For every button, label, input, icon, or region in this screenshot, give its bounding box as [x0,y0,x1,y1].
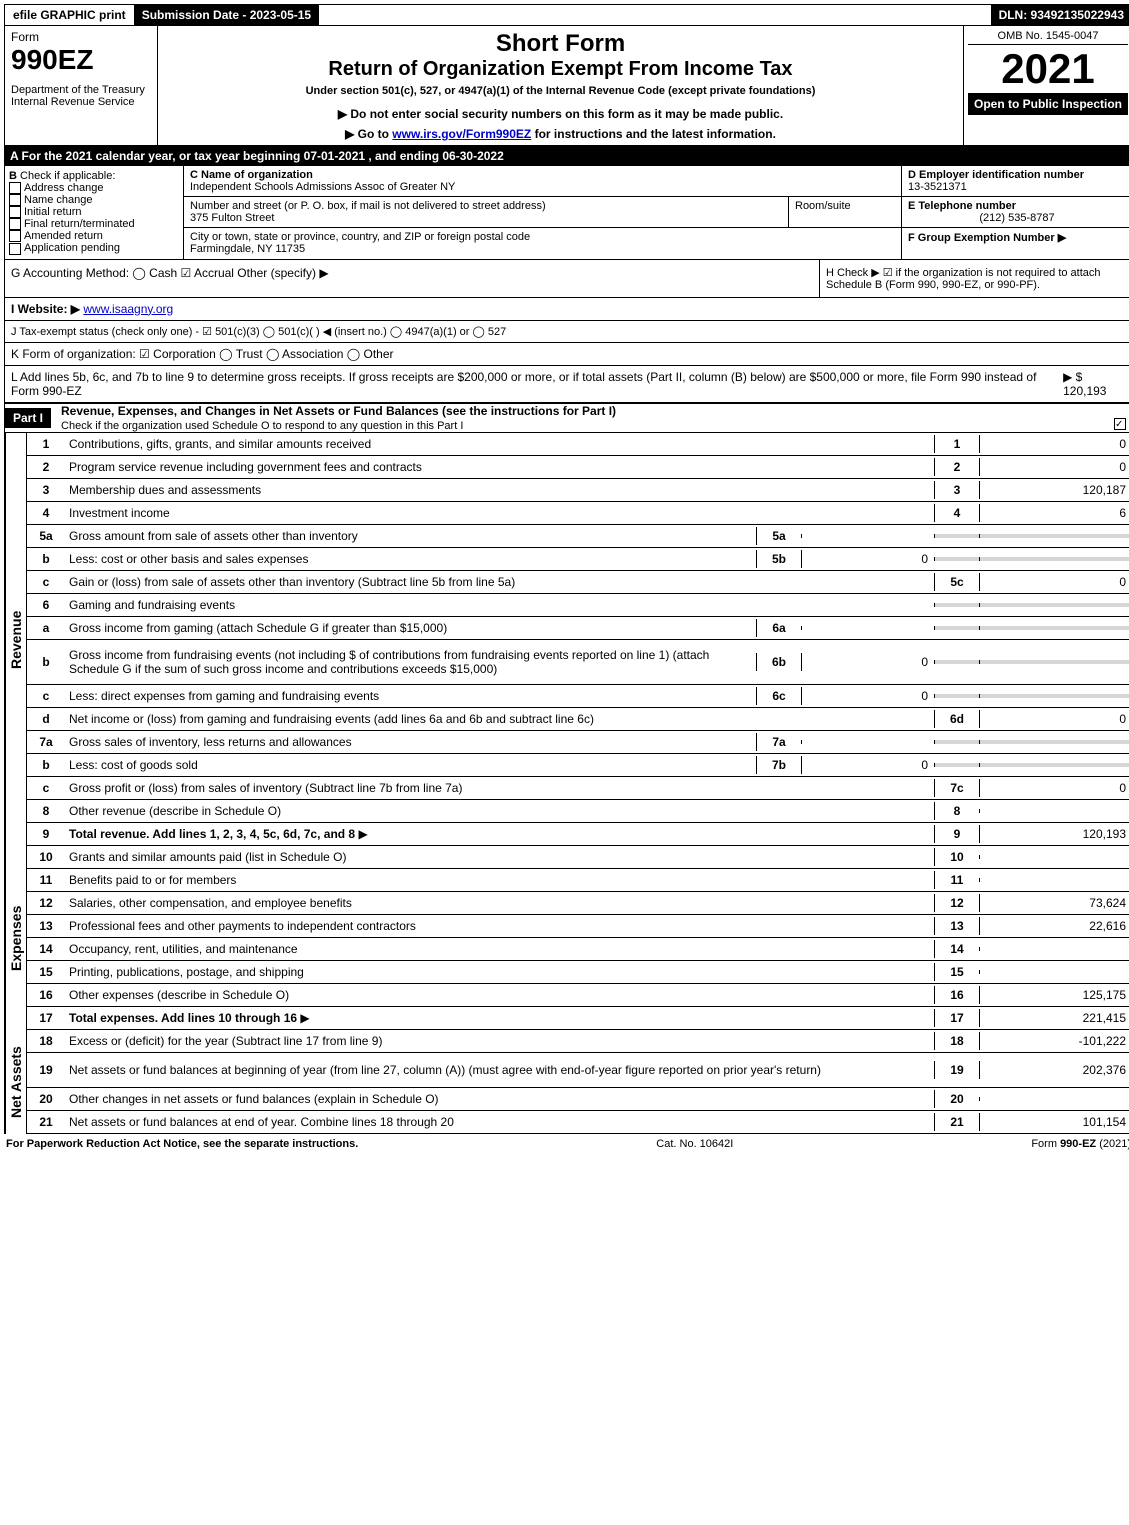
expenses-section: Expenses 10Grants and similar amounts pa… [4,846,1129,1030]
phone: (212) 535-8787 [908,212,1126,224]
room-label: Room/suite [795,200,851,212]
line-a: A For the 2021 calendar year, or tax yea… [4,146,1129,166]
section-b-text: Check if applicable: [20,170,115,182]
chk-schedule-o[interactable] [1114,418,1126,430]
city: Farmingdale, NY 11735 [190,243,305,255]
val-3: 120,187 [979,481,1129,499]
note-1: ▶ Do not enter social security numbers o… [162,107,959,121]
form-number: 990EZ [11,44,151,76]
main-title: Return of Organization Exempt From Incom… [162,58,959,81]
val-15 [979,970,1129,974]
part-1-label: Part I [5,408,51,428]
section-i-label: I Website: ▶ [11,302,80,316]
tax-year: 2021 [968,45,1128,93]
note-2: ▶ Go to www.irs.gov/Form990EZ for instru… [162,127,959,141]
dln: DLN: 93492135022943 [991,5,1129,25]
chk-amended[interactable] [9,230,21,242]
chk-pending[interactable] [9,243,21,255]
section-h: H Check ▶ ☑ if the organization is not r… [819,260,1129,297]
footer-mid: Cat. No. 10642I [656,1138,733,1150]
revenue-vert-label: Revenue [5,433,26,846]
footer-left: For Paperwork Reduction Act Notice, see … [6,1138,358,1150]
street-label: Number and street (or P. O. box, if mail… [190,200,546,212]
val-8 [979,809,1129,813]
val-19: 202,376 [979,1061,1129,1079]
section-l-value: ▶ $ 120,193 [1063,370,1126,398]
section-g: G Accounting Method: ◯ Cash ☑ Accrual Ot… [5,260,819,297]
open-public: Open to Public Inspection [968,93,1128,115]
section-b-label: B [9,170,17,182]
section-f-label: F Group Exemption Number ▶ [908,232,1066,244]
chk-name-change[interactable] [9,194,21,206]
website-link[interactable]: www.isaagny.org [83,302,173,316]
chk-address-change[interactable] [9,182,21,194]
val-4: 6 [979,504,1129,522]
org-info-block: B Check if applicable: Address change Na… [4,166,1129,260]
val-2: 0 [979,458,1129,476]
form-header: Form 990EZ Department of the Treasury In… [4,26,1129,146]
irs-link[interactable]: www.irs.gov/Form990EZ [392,127,531,141]
efile-link[interactable]: efile GRAPHIC print [5,5,134,25]
part-1-title: Revenue, Expenses, and Changes in Net As… [61,404,616,418]
city-label: City or town, state or province, country… [190,231,530,243]
section-j: J Tax-exempt status (check only one) - ☑… [11,325,506,338]
street: 375 Fulton Street [190,212,274,224]
org-name: Independent Schools Admissions Assoc of … [190,181,455,193]
net-assets-section: Net Assets 18Excess or (deficit) for the… [4,1030,1129,1134]
footer-right: Form 990-EZ (2021) [1031,1138,1129,1150]
revenue-section: Revenue 1Contributions, gifts, grants, a… [4,433,1129,846]
val-18: -101,222 [979,1032,1129,1050]
val-5c: 0 [979,573,1129,591]
val-16: 125,175 [979,986,1129,1004]
val-13: 22,616 [979,917,1129,935]
form-label: Form [11,30,151,44]
net-assets-vert-label: Net Assets [5,1030,26,1134]
val-17: 221,415 [979,1009,1129,1027]
omb: OMB No. 1545-0047 [968,30,1128,45]
top-bar: efile GRAPHIC print Submission Date - 20… [4,4,1129,26]
part-1-check-o: Check if the organization used Schedule … [61,420,463,432]
section-l-text: L Add lines 5b, 6c, and 7b to line 9 to … [11,370,1060,398]
val-12: 73,624 [979,894,1129,912]
val-11 [979,878,1129,882]
short-form-title: Short Form [162,30,959,58]
val-21: 101,154 [979,1113,1129,1131]
val-20 [979,1097,1129,1101]
val-6d: 0 [979,710,1129,728]
footer: For Paperwork Reduction Act Notice, see … [4,1134,1129,1154]
chk-initial-return[interactable] [9,206,21,218]
val-7c: 0 [979,779,1129,797]
val-10 [979,855,1129,859]
part-1-header-row: Part I Revenue, Expenses, and Changes in… [4,403,1129,433]
submission-date: Submission Date - 2023-05-15 [134,5,319,25]
ein: 13-3521371 [908,181,967,193]
val-14 [979,947,1129,951]
val-9: 120,193 [979,825,1129,843]
dept-treasury: Department of the Treasury [11,84,145,96]
val-1: 0 [979,435,1129,453]
chk-final-return[interactable] [9,218,21,230]
irs: Internal Revenue Service [11,96,135,108]
section-e-label: E Telephone number [908,200,1016,212]
section-d-label: D Employer identification number [908,169,1084,181]
section-c-label: C Name of organization [190,169,313,181]
section-k: K Form of organization: ☑ Corporation ◯ … [11,347,394,361]
subtitle: Under section 501(c), 527, or 4947(a)(1)… [162,85,959,97]
row-g-h: G Accounting Method: ◯ Cash ☑ Accrual Ot… [4,260,1129,298]
expenses-vert-label: Expenses [5,846,26,1030]
